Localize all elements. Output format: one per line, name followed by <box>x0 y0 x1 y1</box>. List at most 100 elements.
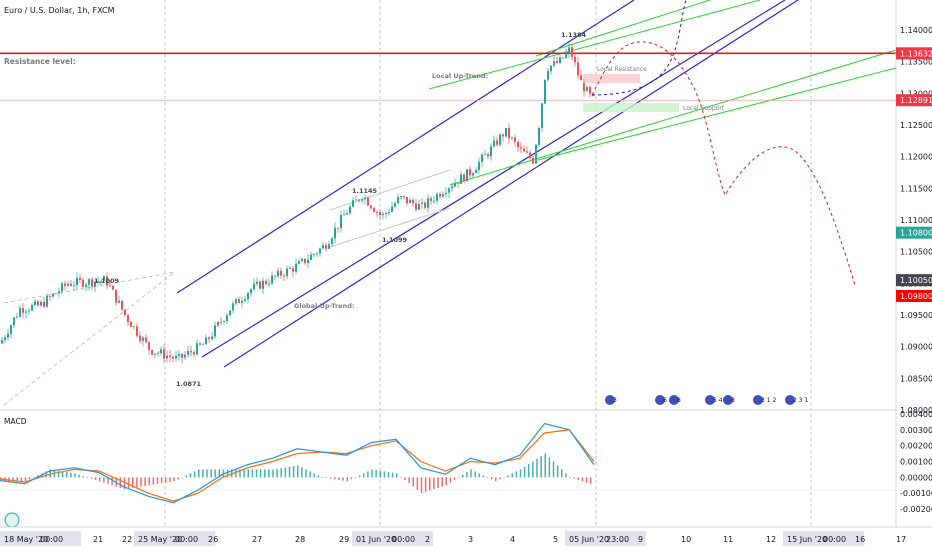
macd-histogram-bar <box>387 472 390 478</box>
candle <box>265 278 267 286</box>
candle <box>244 296 246 303</box>
candle-body <box>190 350 192 353</box>
candle <box>247 291 249 304</box>
candle <box>280 267 282 279</box>
macd-histogram-bar <box>169 477 171 482</box>
candle-body <box>328 244 330 249</box>
candle <box>379 209 381 221</box>
candle-body <box>493 140 495 147</box>
candle-body <box>460 174 462 184</box>
price-badge <box>896 47 932 60</box>
chart-title: Euro / U.S. Dollar, 1h, FXCM <box>4 6 115 15</box>
candle-body <box>40 301 42 306</box>
candle <box>259 280 261 290</box>
candle <box>457 182 459 189</box>
candle <box>190 345 192 357</box>
macd-histogram-bar <box>433 477 435 490</box>
candle <box>409 198 411 204</box>
candle-body <box>118 300 120 303</box>
candle-body <box>37 301 39 306</box>
candle-body <box>541 103 543 128</box>
candle <box>415 198 417 213</box>
macd-histogram-bar <box>338 477 340 480</box>
price-label-1-0871: 1.0871 <box>176 380 202 388</box>
candle-body <box>88 279 90 285</box>
candle-body <box>214 325 216 337</box>
candle <box>559 54 561 65</box>
support-resistance-zones <box>583 74 679 112</box>
macd-histogram-bar <box>189 473 192 478</box>
macd-histogram-bar <box>585 477 588 483</box>
price-tick-label: 1.14000 <box>900 26 932 35</box>
candle <box>397 193 399 205</box>
macd-histogram-bar <box>396 473 398 478</box>
candle <box>133 325 135 330</box>
candle-body <box>76 277 78 286</box>
candle <box>577 57 579 80</box>
candle <box>76 272 78 291</box>
candle-body <box>496 140 498 145</box>
candle <box>28 308 30 315</box>
macd-histogram-bar <box>474 471 476 478</box>
candle <box>91 277 93 290</box>
candle-body <box>565 52 567 59</box>
time-tick-label: 12 <box>766 535 776 544</box>
candle-body <box>331 238 333 245</box>
candle <box>22 302 24 319</box>
time-tick-label: 05 Jun '20 <box>569 535 609 544</box>
candle-body <box>556 60 558 64</box>
candle-body <box>475 169 477 174</box>
macd-histogram-bar <box>437 477 439 488</box>
event-badge: 3 <box>604 394 617 406</box>
candle-body <box>133 326 135 328</box>
candle-body <box>166 355 168 359</box>
candle <box>574 51 576 67</box>
time-tick-label: 29 <box>339 535 349 544</box>
candle <box>424 200 426 210</box>
macd-histogram-bar <box>127 477 130 489</box>
candle-body <box>28 310 30 312</box>
candle-body <box>304 258 306 264</box>
macd-histogram-bar <box>132 477 134 488</box>
candle-body <box>421 202 423 205</box>
macd-histogram-bar <box>297 465 299 478</box>
candle <box>358 198 360 203</box>
macd-histogram-bar <box>144 477 146 486</box>
price-badge-label: 1.09800 <box>900 292 932 301</box>
macd-histogram-bar <box>482 475 485 478</box>
candle <box>562 57 564 59</box>
macd-histogram-bar <box>556 465 559 478</box>
candle <box>70 279 72 287</box>
candle <box>376 210 378 217</box>
macd-histogram-bar <box>165 477 167 483</box>
candle-body <box>367 197 369 206</box>
candle-body <box>535 144 537 164</box>
macd-histogram-bar <box>272 469 274 478</box>
candle-body <box>70 283 72 286</box>
time-tick-label: 9 <box>638 535 643 544</box>
candle-body <box>445 192 447 195</box>
candle <box>1 336 3 345</box>
candle-body <box>277 270 279 277</box>
candle <box>325 242 327 252</box>
event-badge-icon <box>668 394 680 406</box>
macd-histogram-bar <box>552 461 555 478</box>
candle <box>307 254 309 268</box>
event-badge-count: 2 3 1 <box>793 397 808 404</box>
candle-body <box>352 200 354 207</box>
candle <box>316 251 318 258</box>
candle <box>199 342 201 346</box>
macd-histogram-bar <box>264 469 266 478</box>
candle <box>232 300 234 314</box>
candle <box>571 43 573 61</box>
candle-body <box>349 206 351 214</box>
event-badge: 8 <box>722 394 735 406</box>
time-tick-label: 00:00 <box>40 535 63 544</box>
macd-histogram-bar <box>441 477 443 487</box>
candle-body <box>64 283 66 286</box>
candle-body <box>448 188 450 193</box>
price-badge <box>896 290 932 302</box>
candle <box>481 152 483 167</box>
macd-histogram-bar <box>185 475 188 478</box>
